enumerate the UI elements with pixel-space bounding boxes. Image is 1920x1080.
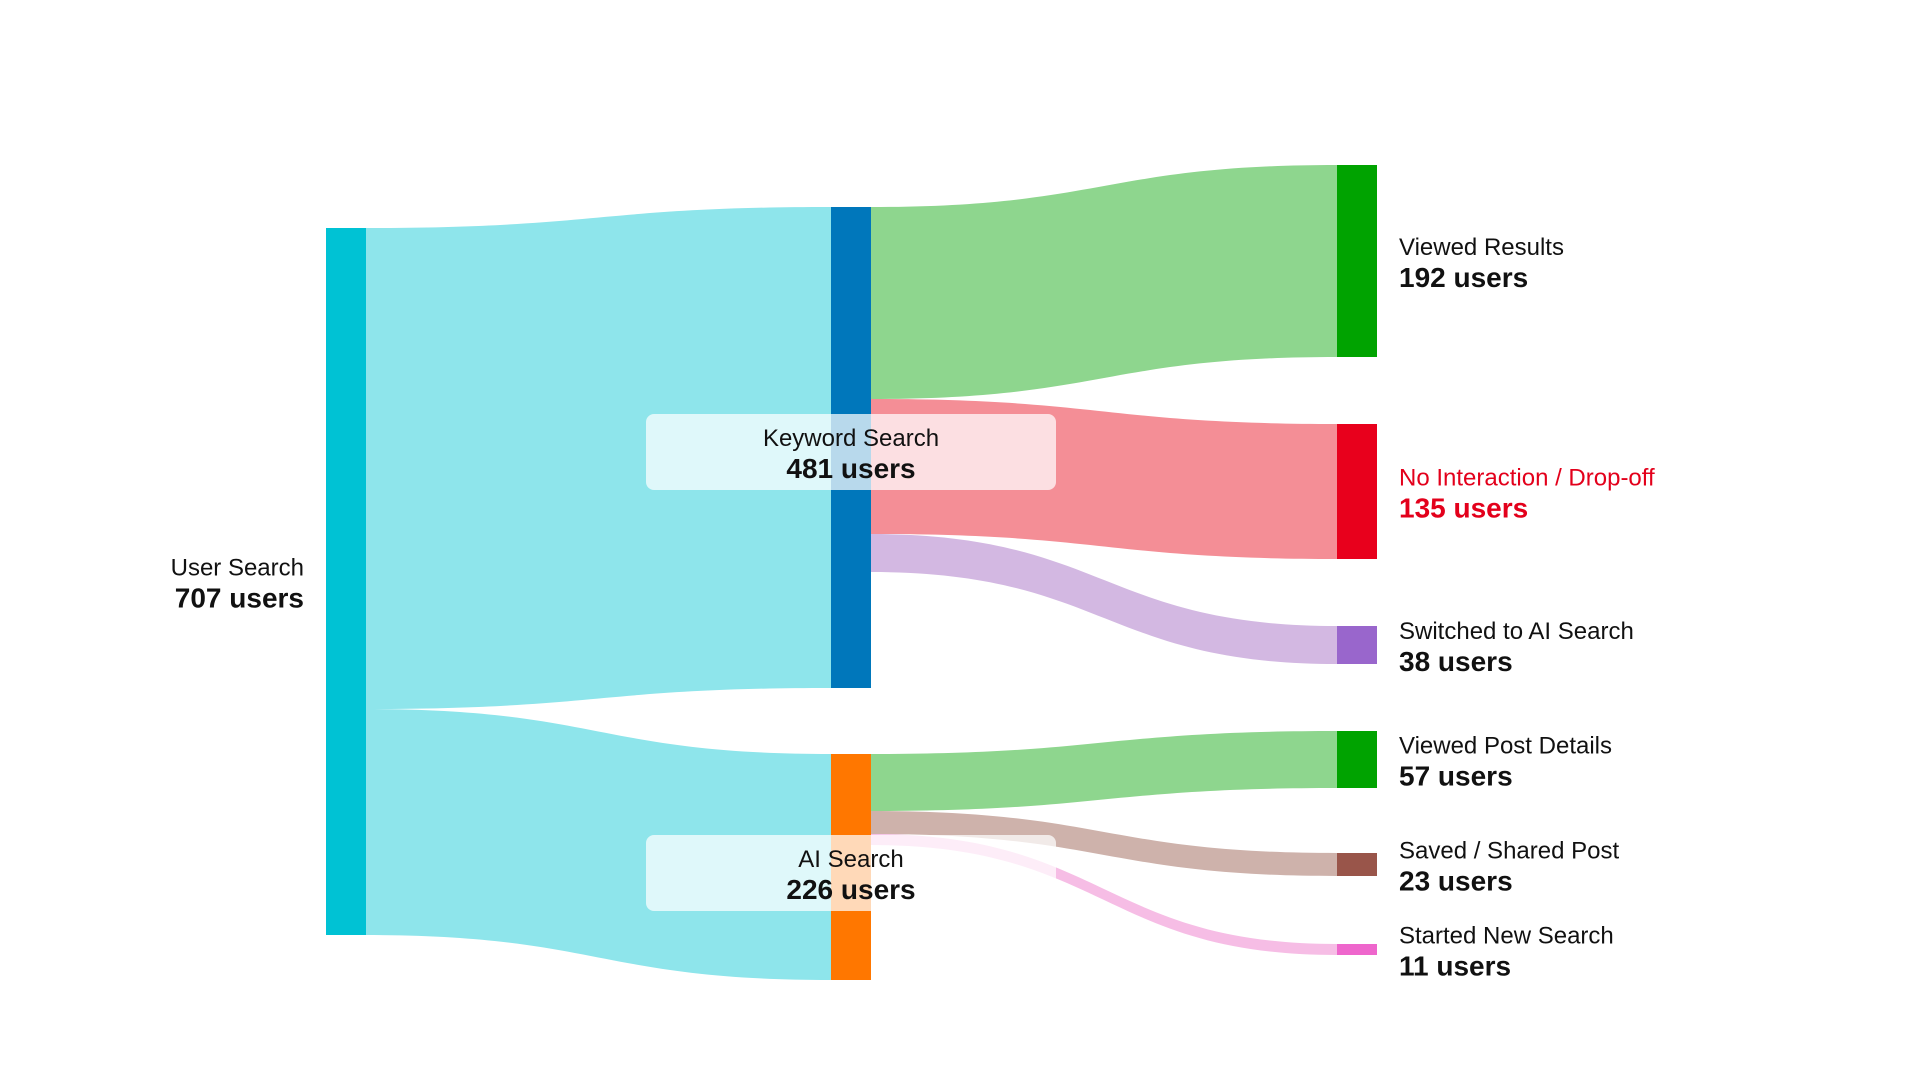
label-value-viewed_post: 57 users: [1399, 761, 1513, 792]
label-value-keyword_search: 481 users: [786, 453, 915, 484]
label-name-viewed_results: Viewed Results: [1399, 234, 1564, 261]
node-viewed_results: [1337, 165, 1377, 357]
link-ai_search-to-saved_shared: [871, 811, 1337, 876]
node-viewed_post: [1337, 731, 1377, 788]
label-value-saved_shared: 23 users: [1399, 866, 1513, 897]
node-new_search: [1337, 944, 1377, 955]
label-name-user_search: User Search: [171, 555, 304, 582]
label-value-user_search: 707 users: [175, 583, 304, 614]
label-name-keyword_search: Keyword Search: [763, 425, 939, 452]
label-value-viewed_results: 192 users: [1399, 262, 1528, 293]
label-name-saved_shared: Saved / Shared Post: [1399, 838, 1619, 865]
label-name-ai_search: AI Search: [798, 846, 903, 873]
node-no_interaction: [1337, 424, 1377, 559]
link-user_search-to-keyword_search: [366, 207, 831, 709]
node-switched_ai: [1337, 626, 1377, 664]
node-user_search: [326, 228, 366, 935]
link-ai_search-to-new_search: [871, 834, 1337, 955]
label-value-new_search: 11 users: [1399, 951, 1511, 982]
label-value-switched_ai: 38 users: [1399, 646, 1513, 677]
label-value-no_interaction: 135 users: [1399, 493, 1528, 524]
label-name-viewed_post: Viewed Post Details: [1399, 733, 1612, 760]
label-name-new_search: Started New Search: [1399, 923, 1614, 950]
label-box-ai_search: [646, 835, 1056, 911]
label-value-ai_search: 226 users: [786, 874, 915, 905]
link-user_search-to-ai_search: [366, 709, 831, 980]
label-box-keyword_search: [646, 414, 1056, 490]
label-name-no_interaction: No Interaction / Drop-off: [1399, 465, 1655, 492]
link-keyword_search-to-viewed_results: [871, 165, 1337, 399]
link-ai_search-to-viewed_post: [871, 731, 1337, 811]
link-keyword_search-to-switched_ai: [871, 534, 1337, 664]
label-name-switched_ai: Switched to AI Search: [1399, 618, 1634, 645]
node-saved_shared: [1337, 853, 1377, 876]
